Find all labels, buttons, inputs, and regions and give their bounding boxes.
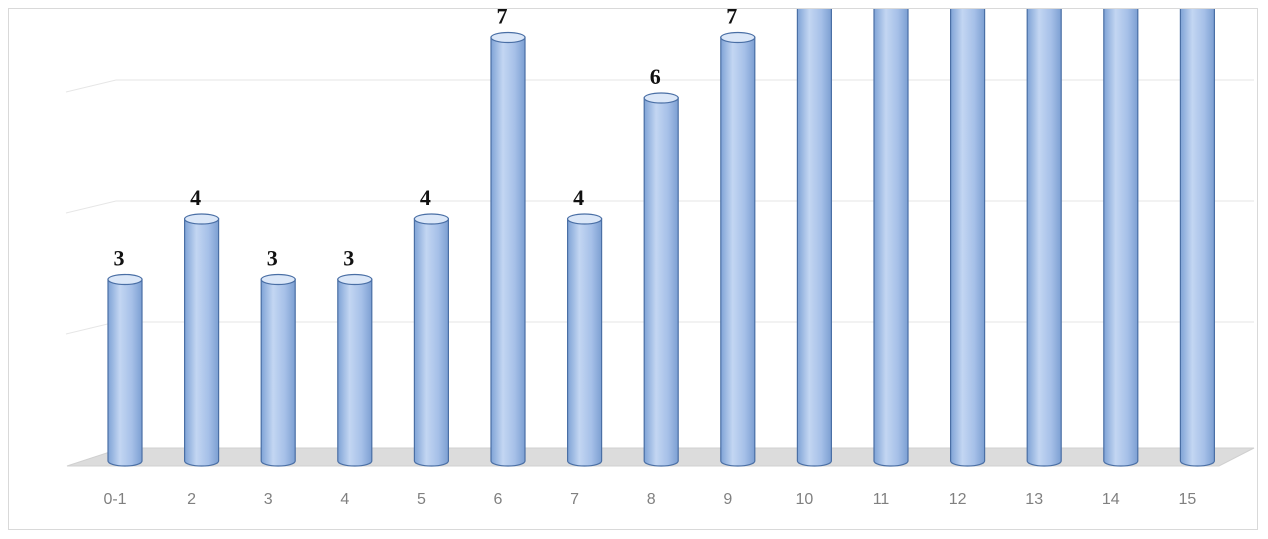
x-tick-label: 8 (647, 491, 656, 508)
x-tick-label: 6 (494, 491, 503, 508)
x-tick-label: 3 (264, 491, 273, 508)
x-tick-label: 5 (417, 491, 426, 508)
data-label: 3 (343, 246, 354, 271)
bars (107, 9, 1215, 467)
bar-body (184, 218, 220, 467)
bar-chart: 343347467999101311 0-1234567891011121314… (65, 9, 1255, 508)
bar-6 (490, 31, 526, 467)
chart-frame: 343347467999101311 0-1234567891011121314… (8, 8, 1258, 530)
bar-body (260, 278, 296, 467)
bar-body (413, 218, 449, 467)
bar-body (950, 9, 986, 467)
gridline-wall (65, 79, 117, 93)
bar-body (1026, 9, 1062, 467)
bar-13 (1026, 9, 1062, 467)
bar-body (567, 218, 603, 467)
x-tick-label: 0-1 (103, 491, 126, 508)
gridlines (65, 79, 1254, 335)
bar-7 (566, 213, 603, 467)
data-label: 4 (190, 185, 201, 210)
x-tick-label: 7 (570, 491, 579, 508)
bar-11 (873, 9, 909, 467)
bar-4 (337, 273, 373, 467)
x-tick-label: 11 (873, 491, 890, 508)
data-label: 4 (420, 185, 431, 210)
x-tick-label: 10 (796, 491, 814, 508)
bar-3 (260, 273, 296, 467)
bar-body (337, 278, 373, 467)
bar-10 (796, 9, 832, 467)
bar-15 (1179, 9, 1215, 467)
bar-cap (184, 213, 220, 225)
bar-5 (413, 213, 449, 467)
x-axis-ticks: 0-1 2 3 4 5 6 7 8 9 10 11 12 13 14 15 (103, 491, 1196, 508)
data-label: 3 (114, 246, 125, 271)
bar-body (873, 9, 909, 467)
bar-14 (1103, 9, 1139, 467)
bar-0-1 (107, 273, 143, 467)
bar-cap (260, 273, 296, 286)
bar-body (1103, 9, 1139, 467)
bar-body (720, 36, 756, 467)
bar-9 (720, 31, 756, 467)
bar-cap (566, 213, 603, 225)
data-label: 7 (497, 9, 508, 29)
bar-body (1179, 9, 1215, 467)
bar-cap (337, 273, 373, 286)
data-label: 7 (726, 9, 737, 29)
bar-cap (107, 273, 143, 286)
data-label: 4 (573, 185, 584, 210)
x-tick-label: 15 (1179, 491, 1197, 508)
bar-body (107, 278, 143, 467)
x-tick-label: 4 (340, 491, 349, 508)
x-tick-label: 14 (1102, 491, 1120, 508)
x-tick-label: 13 (1025, 491, 1043, 508)
bar-body (490, 36, 526, 467)
bar-cap (720, 31, 756, 44)
data-labels: 343347467999101311 (114, 9, 738, 271)
bar-cap (413, 213, 449, 225)
bar-12 (950, 9, 986, 467)
bar-cap (490, 31, 526, 44)
data-label: 3 (267, 246, 278, 271)
bar-2 (184, 213, 220, 467)
x-tick-label: 9 (723, 491, 732, 508)
bar-body (643, 97, 679, 467)
x-tick-label: 2 (187, 491, 196, 508)
bar-8 (643, 92, 679, 467)
gridline-wall (65, 200, 117, 214)
data-label: 6 (650, 64, 661, 89)
x-tick-label: 12 (949, 491, 967, 508)
bar-cap (643, 92, 679, 104)
bar-body (796, 9, 832, 467)
